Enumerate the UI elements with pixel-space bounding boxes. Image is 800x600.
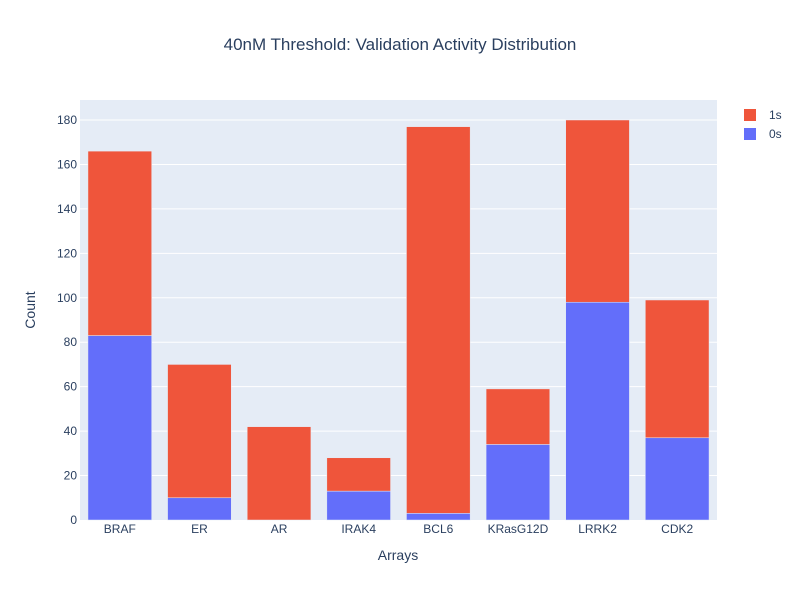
- x-tick-label: LRRK2: [578, 522, 617, 536]
- bar-bcl6-1s[interactable]: [406, 126, 471, 514]
- y-tick-label: 0: [70, 513, 77, 527]
- y-tick-label: 120: [57, 246, 77, 260]
- legend-swatch-1s[interactable]: [744, 109, 756, 121]
- bars-group: [87, 119, 710, 521]
- bar-irak4-1s[interactable]: [326, 457, 391, 492]
- legend-label-1s[interactable]: 1s: [769, 108, 782, 122]
- x-axis-ticks: BRAF ER AR IRAK4 BCL6 KRasG12D LRRK2 CDK2: [104, 522, 694, 536]
- x-tick-label: IRAK4: [341, 522, 376, 536]
- y-tick-label: 40: [64, 424, 78, 438]
- legend-label-0s[interactable]: 0s: [769, 127, 782, 141]
- x-tick-label: KRasG12D: [488, 522, 549, 536]
- bar-bcl6-0s[interactable]: [406, 513, 471, 521]
- x-tick-label: ER: [191, 522, 208, 536]
- bar-braf-1s[interactable]: [87, 150, 152, 336]
- y-tick-label: 60: [64, 380, 78, 394]
- y-tick-label: 160: [57, 157, 77, 171]
- bar-lrrk2-1s[interactable]: [565, 119, 630, 303]
- bar-irak4-0s[interactable]: [326, 490, 391, 521]
- bar-krasg12d-1s[interactable]: [485, 388, 551, 445]
- y-tick-label: 100: [57, 291, 77, 305]
- bar-cdk2-0s[interactable]: [645, 437, 710, 521]
- chart-title: 40nM Threshold: Validation Activity Dist…: [224, 35, 577, 54]
- bar-er-0s[interactable]: [167, 497, 232, 521]
- y-axis-ticks: 0 20 40 60 80 100 120 140 160 180: [57, 113, 77, 527]
- x-tick-label: AR: [271, 522, 288, 536]
- x-tick-label: CDK2: [661, 522, 693, 536]
- bar-braf-0s[interactable]: [87, 335, 152, 521]
- bar-ar-1s[interactable]: [246, 426, 312, 521]
- y-tick-label: 20: [64, 469, 78, 483]
- bar-lrrk2-0s[interactable]: [565, 301, 630, 521]
- legend-swatch-0s[interactable]: [744, 128, 756, 140]
- x-axis-title: Arrays: [378, 547, 418, 563]
- y-tick-label: 140: [57, 202, 77, 216]
- y-axis-title: Count: [22, 291, 38, 328]
- bar-er-1s[interactable]: [167, 364, 232, 499]
- x-tick-label: BRAF: [104, 522, 136, 536]
- y-tick-label: 80: [64, 335, 78, 349]
- bar-krasg12d-0s[interactable]: [485, 444, 551, 521]
- x-tick-label: BCL6: [423, 522, 453, 536]
- y-tick-label: 180: [57, 113, 77, 127]
- bar-cdk2-1s[interactable]: [645, 299, 710, 439]
